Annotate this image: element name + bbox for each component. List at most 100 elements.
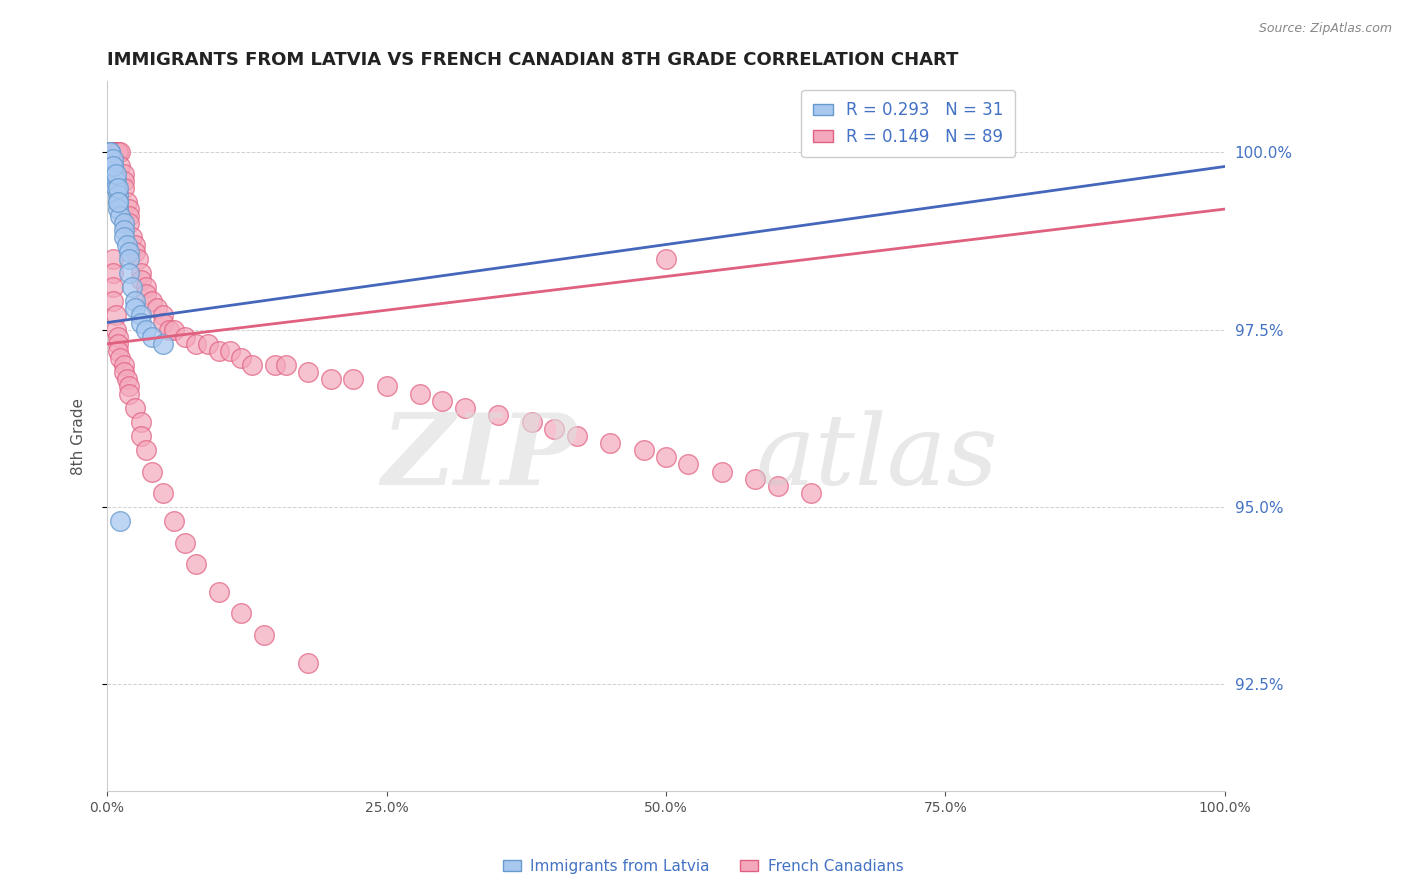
Point <box>129 316 152 330</box>
Point <box>112 365 135 379</box>
Point <box>101 160 124 174</box>
Point <box>107 202 129 216</box>
Point <box>129 273 152 287</box>
Point <box>118 266 141 280</box>
Point <box>110 160 132 174</box>
Point <box>112 181 135 195</box>
Legend: Immigrants from Latvia, French Canadians: Immigrants from Latvia, French Canadians <box>496 853 910 880</box>
Point <box>219 343 242 358</box>
Point <box>101 167 124 181</box>
Point <box>124 294 146 309</box>
Point <box>520 415 543 429</box>
Point <box>174 535 197 549</box>
Point <box>565 429 588 443</box>
Point <box>252 628 274 642</box>
Point <box>112 230 135 244</box>
Point <box>115 194 138 209</box>
Text: atlas: atlas <box>755 409 998 505</box>
Point <box>110 514 132 528</box>
Point <box>152 486 174 500</box>
Point <box>121 280 143 294</box>
Point <box>127 252 149 266</box>
Point <box>599 436 621 450</box>
Point <box>135 287 157 301</box>
Point <box>163 323 186 337</box>
Point <box>655 450 678 465</box>
Point <box>100 145 122 160</box>
Point <box>710 465 733 479</box>
Point <box>242 358 264 372</box>
Point <box>107 194 129 209</box>
Point <box>124 244 146 259</box>
Point <box>766 479 789 493</box>
Point <box>118 209 141 223</box>
Point <box>432 393 454 408</box>
Point <box>231 607 253 621</box>
Point <box>129 309 152 323</box>
Text: IMMIGRANTS FROM LATVIA VS FRENCH CANADIAN 8TH GRADE CORRELATION CHART: IMMIGRANTS FROM LATVIA VS FRENCH CANADIA… <box>107 51 959 69</box>
Point <box>342 372 364 386</box>
Point <box>163 514 186 528</box>
Text: ZIP: ZIP <box>381 409 576 506</box>
Point <box>112 216 135 230</box>
Point <box>297 656 319 670</box>
Point <box>118 252 141 266</box>
Point <box>678 458 700 472</box>
Point <box>141 330 163 344</box>
Point <box>141 294 163 309</box>
Point <box>129 415 152 429</box>
Point <box>107 145 129 160</box>
Point <box>101 294 124 309</box>
Point <box>141 465 163 479</box>
Point <box>100 145 122 160</box>
Point <box>263 358 285 372</box>
Point <box>107 194 129 209</box>
Point <box>110 145 132 160</box>
Point <box>105 145 128 160</box>
Point <box>146 301 169 316</box>
Point <box>118 202 141 216</box>
Point <box>100 145 122 160</box>
Point <box>105 181 128 195</box>
Point <box>174 330 197 344</box>
Point <box>107 330 129 344</box>
Point <box>129 266 152 280</box>
Point <box>101 252 124 266</box>
Point <box>115 237 138 252</box>
Point <box>655 252 678 266</box>
Point <box>274 358 297 372</box>
Point <box>118 386 141 401</box>
Text: Source: ZipAtlas.com: Source: ZipAtlas.com <box>1258 22 1392 36</box>
Point <box>101 145 124 160</box>
Point <box>112 358 135 372</box>
Point <box>186 336 208 351</box>
Point <box>135 323 157 337</box>
Point <box>297 365 319 379</box>
Point <box>112 223 135 237</box>
Point <box>107 181 129 195</box>
Point <box>319 372 342 386</box>
Point <box>135 280 157 294</box>
Point <box>115 372 138 386</box>
Point <box>208 343 231 358</box>
Point <box>633 443 655 458</box>
Point <box>231 351 253 365</box>
Point <box>105 323 128 337</box>
Point <box>112 174 135 188</box>
Point <box>135 443 157 458</box>
Point <box>152 336 174 351</box>
Point <box>197 336 219 351</box>
Point <box>208 585 231 599</box>
Point <box>118 244 141 259</box>
Point <box>107 187 129 202</box>
Point <box>375 379 398 393</box>
Point <box>121 230 143 244</box>
Point <box>105 174 128 188</box>
Point <box>744 472 766 486</box>
Point <box>101 153 124 167</box>
Point <box>101 145 124 160</box>
Y-axis label: 8th Grade: 8th Grade <box>72 398 86 475</box>
Point <box>800 486 823 500</box>
Point <box>129 429 152 443</box>
Point <box>186 557 208 571</box>
